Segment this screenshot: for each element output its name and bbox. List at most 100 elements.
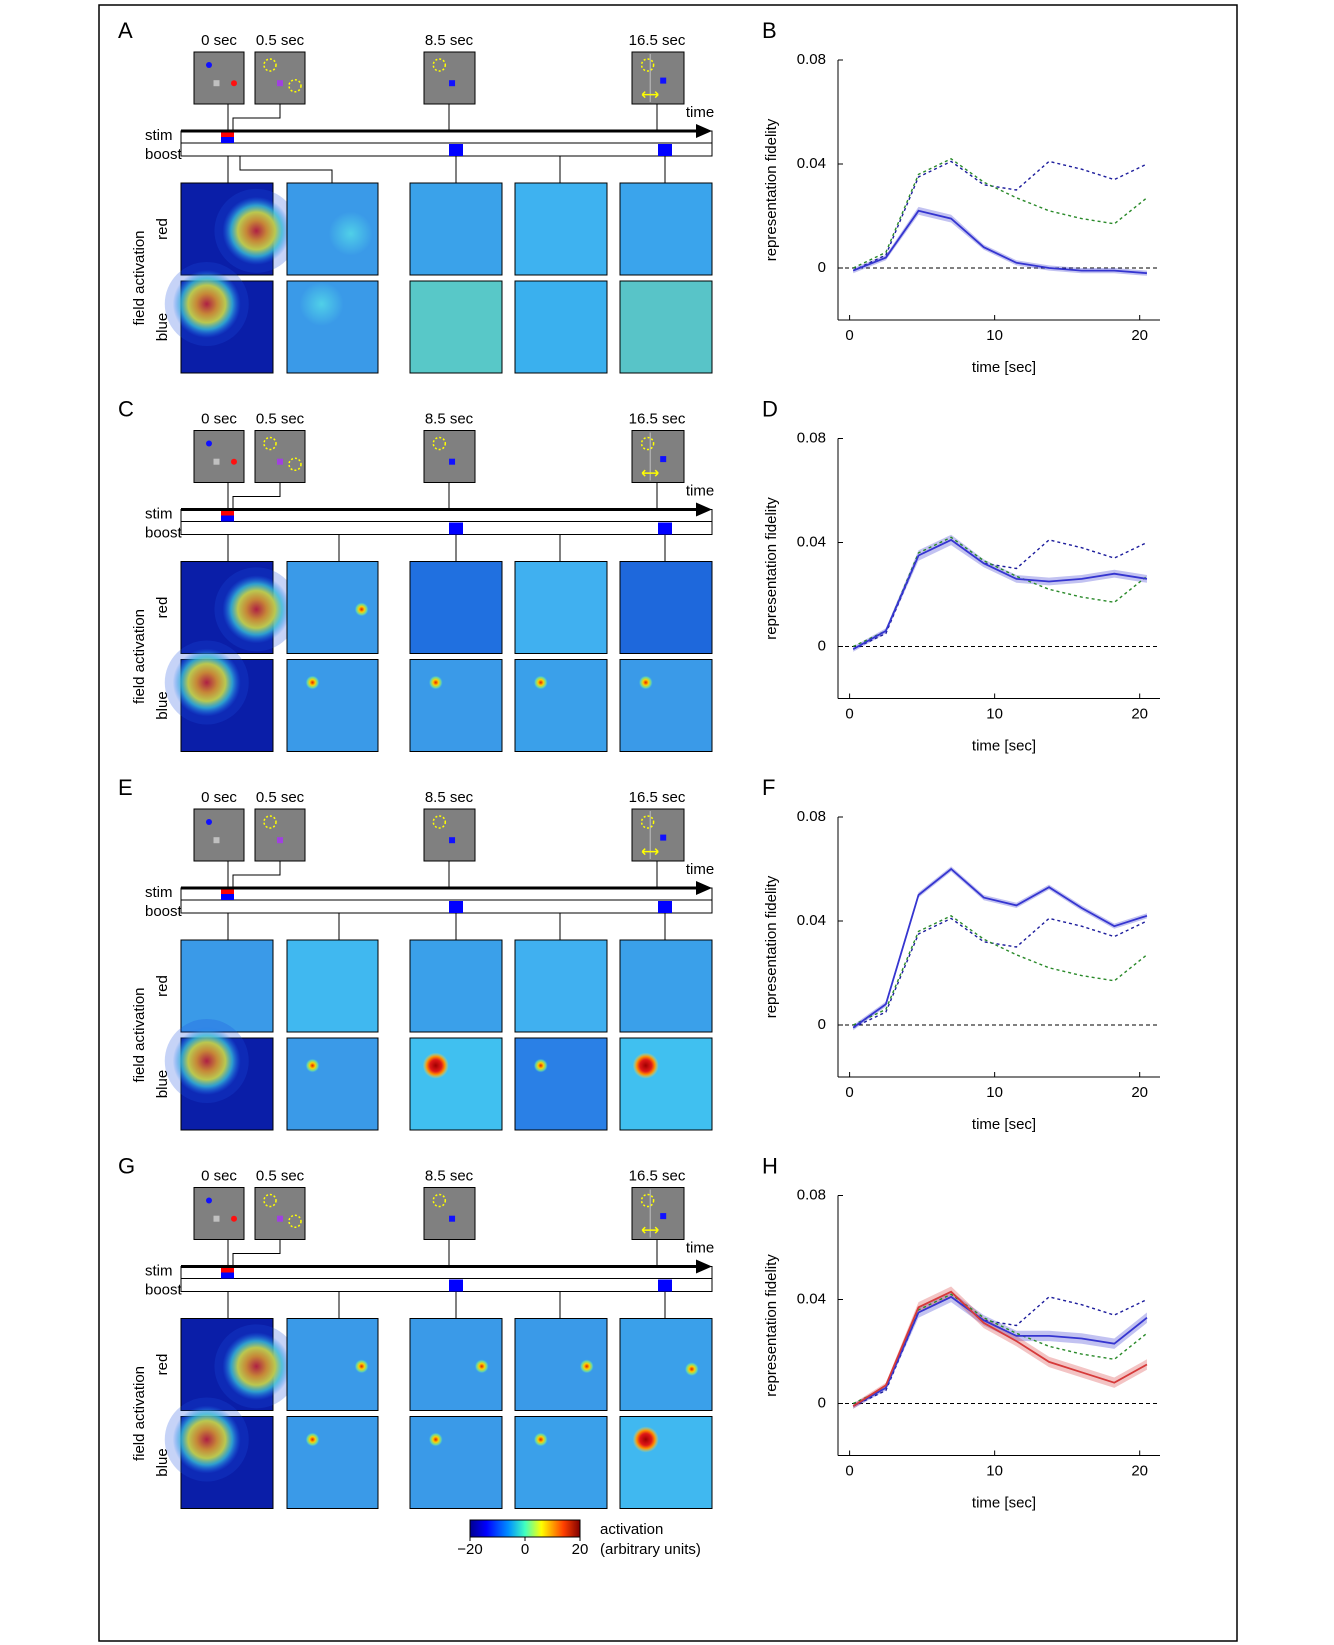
cue-ring bbox=[288, 1214, 302, 1229]
stimulus-screen bbox=[193, 430, 245, 483]
stim-bar bbox=[180, 887, 713, 901]
row-label: boost bbox=[145, 903, 183, 920]
y-tick-label: 0 bbox=[818, 1394, 826, 1411]
x-tick-label: 0 bbox=[845, 327, 853, 344]
y-tick-label: 0.08 bbox=[797, 1186, 826, 1203]
field-blob bbox=[172, 1027, 241, 1095]
field-label: blue bbox=[154, 313, 171, 341]
boost-pulse bbox=[449, 144, 463, 156]
field-blob bbox=[328, 211, 373, 256]
row-label: stim bbox=[145, 1262, 173, 1279]
field-image bbox=[409, 659, 503, 752]
boost-pulse bbox=[449, 901, 463, 913]
field-image bbox=[286, 939, 379, 1033]
stimulus-screen bbox=[254, 430, 306, 483]
x-tick-label: 10 bbox=[986, 1084, 1003, 1101]
x-tick-label: 20 bbox=[1131, 327, 1148, 344]
time-axis-label: time bbox=[686, 1239, 714, 1256]
cue-ring bbox=[263, 815, 277, 829]
field-image bbox=[409, 1037, 503, 1131]
row-label: stim bbox=[145, 884, 173, 901]
field-blob bbox=[428, 1432, 443, 1447]
series-line bbox=[852, 1296, 1148, 1407]
series-line bbox=[852, 867, 1148, 1029]
field-image bbox=[514, 280, 608, 374]
field-image bbox=[619, 1416, 713, 1509]
x-axis-label: time [sec] bbox=[972, 1494, 1036, 1511]
field-blob bbox=[638, 675, 653, 690]
panel-letter: C bbox=[118, 396, 134, 421]
cue-ring bbox=[640, 436, 655, 451]
x-tick-label: 20 bbox=[1131, 1084, 1148, 1101]
error-band bbox=[853, 866, 1147, 1031]
row-label: stim bbox=[145, 127, 173, 144]
field-blob bbox=[632, 1426, 659, 1453]
field-halo bbox=[164, 1397, 249, 1482]
stimulus-screen bbox=[631, 808, 685, 862]
field-blob bbox=[632, 1052, 659, 1079]
square bbox=[277, 837, 283, 844]
colorbar-subtitle: (arbitrary units) bbox=[600, 1541, 701, 1558]
stimulus-screen bbox=[423, 51, 476, 105]
time-label: 0.5 sec bbox=[256, 789, 305, 806]
stimulus-screen bbox=[254, 1187, 306, 1240]
field-image bbox=[619, 659, 713, 752]
field-image bbox=[619, 939, 713, 1033]
time-label: 8.5 sec bbox=[425, 1167, 474, 1184]
series-line bbox=[852, 1295, 1148, 1407]
stimulus-screen bbox=[193, 808, 245, 862]
stim-bar bbox=[180, 130, 713, 144]
row-label: stim bbox=[145, 505, 173, 522]
stim-bar bbox=[180, 1266, 713, 1279]
field-label: red bbox=[154, 1354, 171, 1376]
cue-ring bbox=[263, 1193, 277, 1208]
square bbox=[449, 837, 456, 844]
square bbox=[277, 458, 283, 465]
time-axis-label: time bbox=[686, 482, 714, 499]
stim-red bbox=[221, 131, 234, 137]
field-blob bbox=[299, 282, 344, 326]
series-line bbox=[852, 917, 1148, 1029]
y-tick-label: 0 bbox=[818, 259, 826, 276]
series-line bbox=[852, 538, 1148, 650]
field-blob bbox=[579, 1359, 594, 1374]
row-label: boost bbox=[145, 524, 183, 541]
stimulus-screen bbox=[631, 51, 685, 105]
square bbox=[213, 837, 220, 844]
colorbar-tick-label: 20 bbox=[572, 1541, 589, 1558]
cue-ring bbox=[432, 1193, 447, 1208]
field-axis-label: field activation bbox=[131, 1366, 148, 1461]
field-image bbox=[180, 939, 274, 1033]
red-dot bbox=[231, 458, 237, 465]
field-blob bbox=[428, 675, 443, 690]
y-tick-label: 0.04 bbox=[797, 1290, 826, 1307]
time-label: 0.5 sec bbox=[256, 410, 305, 427]
field-image bbox=[409, 280, 503, 374]
colorbar-title: activation bbox=[600, 1521, 663, 1538]
connector bbox=[232, 861, 281, 888]
stimulus-screen bbox=[193, 51, 245, 105]
stimulus-screen bbox=[423, 808, 476, 862]
time-arrow-head bbox=[696, 502, 712, 517]
square bbox=[449, 458, 456, 465]
x-tick-label: 20 bbox=[1131, 705, 1148, 722]
cue-ring bbox=[432, 436, 447, 451]
y-tick-label: 0.08 bbox=[797, 808, 826, 825]
field-blob bbox=[422, 1052, 449, 1079]
boost-bar bbox=[180, 521, 713, 535]
x-tick-label: 10 bbox=[986, 705, 1003, 722]
boost-bar bbox=[180, 142, 713, 157]
boost-pulse bbox=[449, 522, 463, 535]
boost-pulse bbox=[658, 522, 672, 535]
field-blob bbox=[172, 270, 241, 338]
field-blob bbox=[533, 1058, 548, 1073]
y-tick-label: 0 bbox=[818, 1016, 826, 1033]
blue-dot bbox=[206, 819, 212, 825]
field-halo bbox=[214, 567, 299, 652]
square bbox=[449, 1215, 456, 1222]
time-label: 0 sec bbox=[201, 1167, 237, 1184]
field-halo bbox=[164, 640, 249, 725]
time-arrow-head bbox=[696, 124, 712, 138]
stimulus-screen bbox=[254, 51, 306, 105]
